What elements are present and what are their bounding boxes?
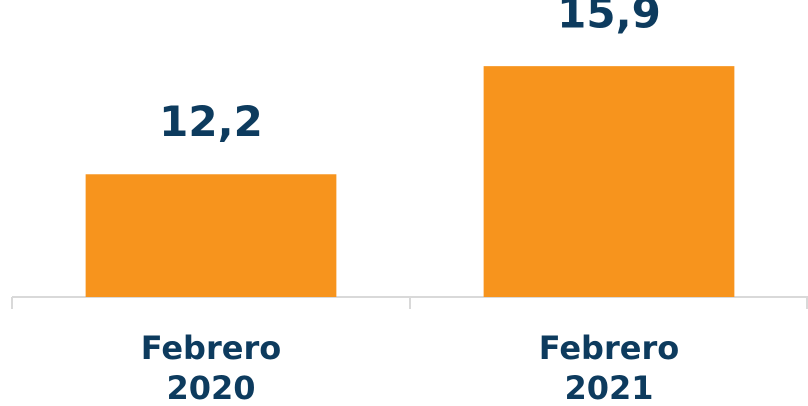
bar xyxy=(483,66,735,298)
bar xyxy=(85,174,337,297)
x-tick-label-line: 2021 xyxy=(564,369,653,406)
x-tick-label: Febrero 2021 xyxy=(539,329,679,406)
x-tick-label-line: 2020 xyxy=(166,369,255,406)
value-label: 12,2 xyxy=(159,97,263,146)
x-tick-label: Febrero 2020 xyxy=(141,329,281,406)
x-tick-label-line: Febrero xyxy=(141,329,281,367)
x-tick-label-line: Febrero xyxy=(539,329,679,367)
value-label: 15,9 xyxy=(557,0,661,38)
